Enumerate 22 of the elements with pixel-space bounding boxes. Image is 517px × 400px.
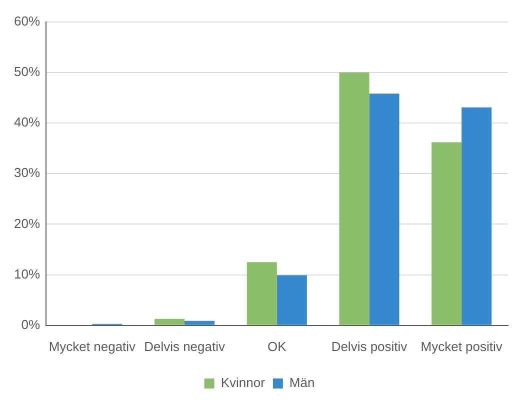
bar [339,72,370,325]
y-tick-label: 50% [14,64,40,79]
legend-label: Män [289,375,315,390]
bar [276,275,307,325]
y-tick-label: 60% [14,13,40,28]
y-tick-label: 30% [14,165,40,180]
bar [369,94,400,325]
bar [462,107,492,325]
y-tick-label: 0% [21,316,40,332]
y-tick-label: 40% [14,114,40,130]
x-tick-label: Delvis negativ [144,338,226,354]
legend-label: Kvinnor [220,375,266,390]
y-tick-label: 20% [14,216,40,231]
x-tick-label: Delvis positiv [331,338,408,354]
x-tick-label: Mycket positiv [420,338,503,354]
bar [432,142,462,325]
bar [246,262,277,325]
x-tick-label: Mycket negativ [48,338,136,354]
x-tick-label: OK [267,338,287,354]
bar [184,320,215,325]
bar [154,318,185,325]
y-tick-label: 10% [14,266,40,282]
